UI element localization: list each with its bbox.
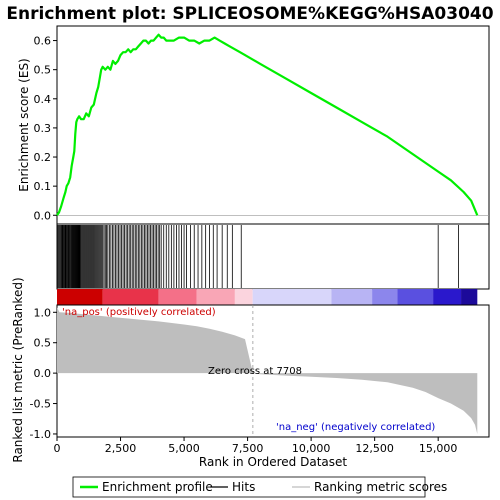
es-y-axis: 0.0 0.1 0.2 0.3 0.4 0.5 0.6 (34, 35, 57, 222)
x-tick-label: 7,500 (232, 442, 264, 455)
legend-label: Ranking metric scores (314, 480, 447, 494)
es-y-label: Enrichment score (ES) (17, 58, 31, 191)
legend-box (72, 476, 426, 498)
x-tick-label: 15,000 (419, 442, 458, 455)
es-y-tick-label: 0.5 (34, 64, 52, 77)
ranked-y-tick-label: 1.0 (34, 306, 52, 319)
ranked-y-label: Ranked list metric (PreRanked) (11, 277, 25, 462)
es-y-tick-label: 0.6 (34, 35, 52, 48)
es-y-tick-label: 0.3 (34, 122, 52, 135)
ranked-y-tick-label: 0.0 (34, 367, 52, 380)
x-tick-label: 5,000 (168, 442, 200, 455)
ranking-colorbar (57, 289, 478, 305)
es-profile-group (56, 33, 479, 216)
legend: Enrichment profile Hits Ranking metric sco… (80, 480, 447, 494)
x-axis-label: Rank in Ordered Dataset (199, 455, 347, 469)
zero-cross-label: Zero cross at 7708 (208, 366, 302, 377)
es-panel-frame (56, 25, 490, 225)
x-tick-label: 12,500 (355, 442, 394, 455)
x-tick-label: 0 (54, 442, 61, 455)
colorbar-segment (372, 289, 398, 305)
hits-group (57, 225, 459, 288)
ranked-y-axis: 1.0 0.5 0.0 -0.5 -1.0 (30, 306, 57, 441)
colorbar-segment (196, 289, 235, 305)
colorbar-segment (158, 289, 197, 305)
neg-correlated-label: 'na_neg' (negatively correlated) (276, 422, 435, 433)
ranked-y-tick-label: -0.5 (30, 398, 51, 411)
chart-title: Enrichment plot: SPLICEOSOME%KEGG%HSA030… (6, 4, 493, 24)
colorbar-segment (331, 289, 373, 305)
ranked-x-axis: 0 2,500 5,000 7,500 10,000 12,500 15,000 (54, 437, 458, 455)
es-y-tick-label: 0.0 (34, 209, 52, 222)
colorbar-segment (433, 289, 462, 305)
legend-label: Enrichment profile (102, 480, 213, 494)
legend-label: Hits (232, 480, 255, 494)
colorbar-segment (234, 289, 253, 305)
ranked-y-tick-label: 0.5 (34, 337, 52, 350)
es-profile-line (56, 33, 479, 216)
es-y-tick-label: 0.1 (34, 180, 52, 193)
colorbar-segment (397, 289, 434, 305)
pos-correlated-label: 'na_pos' (positively correlated) (62, 307, 216, 318)
colorbar-segment (461, 289, 478, 305)
x-tick-label: 2,500 (105, 442, 137, 455)
colorbar-segment (57, 289, 103, 305)
ranked-y-tick-label: -1.0 (30, 428, 51, 441)
x-tick-label: 10,000 (292, 442, 331, 455)
ranking-metric-area (57, 307, 478, 434)
es-y-tick-label: 0.4 (34, 93, 52, 106)
es-y-tick-label: 0.2 (34, 151, 52, 164)
ranked-metric-group (57, 305, 478, 437)
colorbar-segment (252, 289, 332, 305)
colorbar-segment (102, 289, 159, 305)
